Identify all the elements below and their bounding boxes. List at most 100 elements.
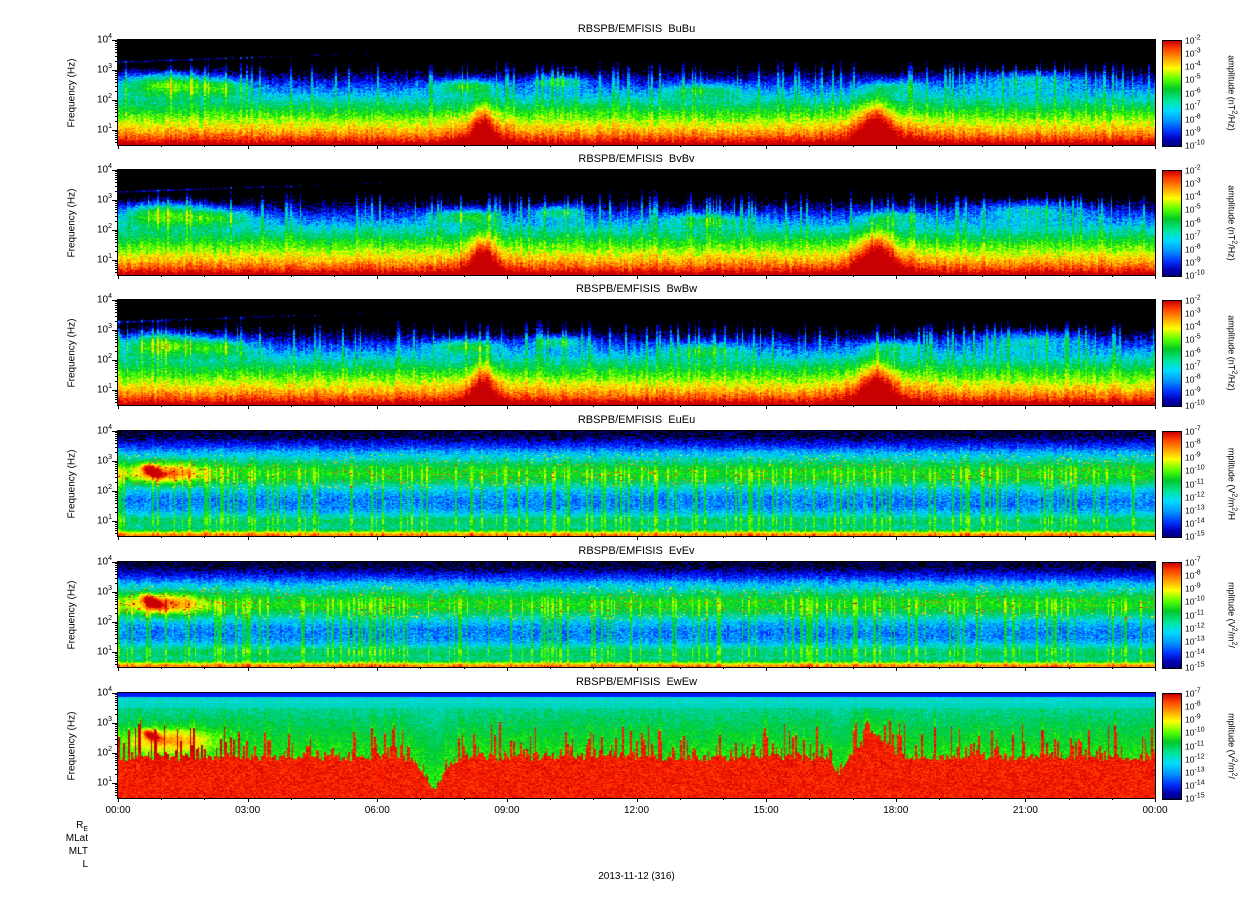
y-minor-tick-mark	[115, 132, 118, 134]
y-minor-tick-mark	[115, 134, 118, 136]
y-tick-label: 104	[96, 686, 112, 699]
y-minor-tick-mark	[115, 476, 118, 478]
y-minor-tick-mark	[115, 90, 118, 92]
y-minor-tick-mark	[115, 462, 118, 464]
panel-title-BuBu: RBSPB/EMFISIS BuBu	[577, 23, 696, 35]
y-minor-tick-mark	[115, 176, 118, 178]
y-minor-tick-mark	[115, 754, 118, 756]
y-minor-tick-mark	[115, 211, 118, 213]
colorbar-tick-label: 10-10	[1185, 595, 1205, 607]
x-tick-mark	[118, 536, 119, 540]
plot-frame-EuEu	[117, 430, 1156, 537]
y-minor-tick-mark	[115, 702, 118, 704]
x-tick-label: 00:00	[105, 805, 131, 816]
y-tick-mark	[112, 783, 118, 784]
x-tick-mark	[377, 275, 379, 279]
y-minor-tick-mark	[115, 511, 118, 513]
x-tick-mark	[377, 536, 379, 540]
y-minor-tick-mark	[115, 341, 118, 343]
colorbar-tick-label: 10-8	[1185, 113, 1201, 125]
y-minor-tick-mark	[115, 102, 118, 104]
y-tick-label: 101	[96, 253, 112, 266]
colorbar-label-EuEu: mplitude (V2/m2/H	[1226, 447, 1238, 520]
x-minor-tick-mark	[593, 275, 595, 277]
y-minor-tick-mark	[115, 380, 118, 382]
x-minor-tick-mark	[204, 798, 206, 800]
y-minor-tick-mark	[115, 231, 118, 233]
y-minor-tick-mark	[115, 171, 118, 173]
x-minor-tick-mark	[204, 275, 206, 277]
colorbar-tick-label: 10-14	[1185, 779, 1205, 791]
x-tick-mark	[377, 667, 379, 671]
bottom-row-label-MLT: MLT	[68, 846, 88, 857]
colorbar-tick-label: 10-9	[1185, 713, 1201, 725]
y-minor-tick-mark	[115, 85, 118, 87]
y-minor-tick-mark	[115, 266, 118, 268]
y-tick-mark	[112, 431, 118, 432]
x-minor-tick-mark	[1111, 145, 1113, 147]
x-tick-mark	[506, 405, 508, 409]
x-minor-tick-mark	[982, 536, 984, 538]
spectrogram-canvas-EvEv	[118, 562, 1155, 667]
y-minor-tick-mark	[115, 708, 118, 710]
y-minor-tick-mark	[115, 573, 118, 575]
y-minor-tick-mark	[115, 472, 118, 474]
y-tick-mark	[112, 200, 118, 201]
x-minor-tick-mark	[938, 145, 940, 147]
colorbar-tick-label: 10-10	[1185, 399, 1205, 411]
x-minor-tick-mark	[204, 405, 206, 407]
y-minor-tick-mark	[115, 79, 118, 81]
y-tick-label: 101	[96, 514, 112, 527]
colorbar-BwBw	[1162, 300, 1182, 407]
y-minor-tick-mark	[115, 732, 118, 734]
x-tick-mark	[1155, 275, 1156, 279]
x-minor-tick-mark	[550, 536, 552, 538]
bottom-row-label-L: L	[82, 859, 88, 870]
y-tick-mark	[112, 130, 118, 131]
x-minor-tick-mark	[1068, 275, 1070, 277]
x-tick-mark	[247, 536, 249, 540]
y-minor-tick-mark	[115, 71, 118, 73]
y-minor-tick-mark	[115, 361, 118, 363]
y-minor-tick-mark	[115, 727, 118, 729]
y-tick-mark	[112, 562, 118, 563]
colorbar-tick-label: 10-4	[1185, 190, 1201, 202]
y-minor-tick-mark	[115, 106, 118, 108]
y-minor-tick-mark	[115, 624, 118, 626]
colorbar-tick-label: 10-9	[1185, 451, 1201, 463]
plot-frame-EwEw	[117, 692, 1156, 799]
y-minor-tick-mark	[115, 755, 118, 757]
y-minor-tick-mark	[115, 60, 118, 62]
y-minor-tick-mark	[115, 375, 118, 377]
x-tick-mark	[506, 536, 508, 540]
y-minor-tick-mark	[115, 394, 118, 396]
y-tick-label: 102	[96, 353, 112, 366]
bottom-row-label-MLat: MLat	[65, 833, 88, 844]
y-tick-mark	[112, 461, 118, 462]
y-minor-tick-mark	[115, 269, 118, 271]
y-tick-label: 103	[96, 585, 112, 598]
x-minor-tick-mark	[550, 405, 552, 407]
y-minor-tick-mark	[115, 523, 118, 525]
x-minor-tick-mark	[334, 667, 336, 669]
x-tick-mark	[766, 405, 768, 409]
x-minor-tick-mark	[290, 667, 292, 669]
colorbar-tick-label: 10-9	[1185, 386, 1201, 398]
x-minor-tick-mark	[1111, 798, 1113, 800]
y-tick-mark	[112, 260, 118, 261]
y-tick-label: 104	[96, 33, 112, 46]
x-minor-tick-mark	[420, 536, 422, 538]
y-minor-tick-mark	[115, 762, 118, 764]
y-minor-tick-mark	[115, 391, 118, 393]
x-tick-mark	[1025, 536, 1027, 540]
y-minor-tick-mark	[115, 704, 118, 706]
colorbar-tick-label: 10-11	[1185, 740, 1205, 751]
panel-title-BvBv: RBSPB/EMFISIS BvBv	[578, 153, 695, 165]
y-minor-tick-mark	[115, 607, 118, 609]
x-minor-tick-mark	[679, 275, 681, 277]
y-tick-mark	[112, 491, 118, 492]
x-minor-tick-mark	[1111, 667, 1113, 669]
spectrogram-canvas-BvBv	[118, 170, 1155, 275]
x-minor-tick-mark	[679, 536, 681, 538]
y-minor-tick-mark	[115, 697, 118, 699]
